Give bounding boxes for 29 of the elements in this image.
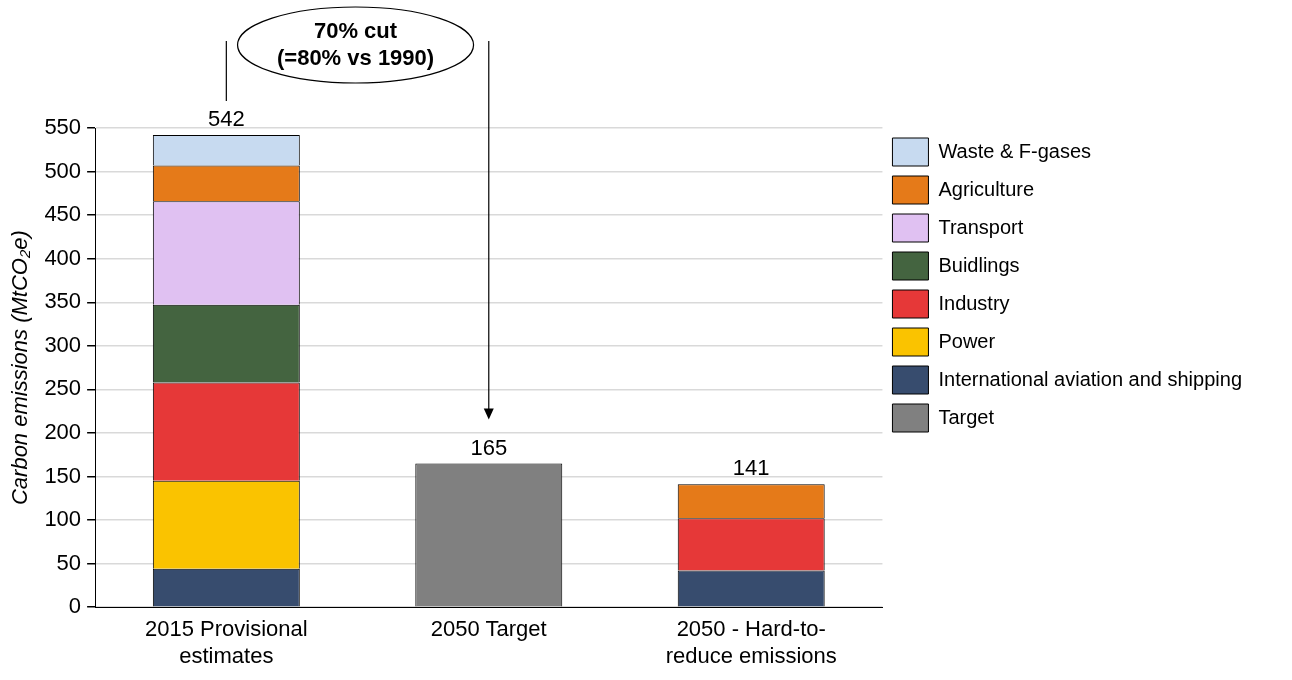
legend-label: Industry: [938, 291, 1010, 314]
y-tick-label: 100: [44, 506, 82, 532]
legend-label: International aviation and shipping: [938, 367, 1243, 390]
y-tick-label: 50: [56, 549, 82, 575]
y-tick-label: 350: [44, 288, 82, 314]
y-tick-label: 400: [44, 244, 82, 270]
total-label: 542: [207, 106, 245, 132]
x-tick-label: 2050 - Hard-to-reduce emissions: [665, 616, 837, 668]
y-tick-label: 250: [44, 375, 82, 401]
legend-label: Agriculture: [938, 177, 1035, 200]
y-tick-label: 0: [68, 593, 82, 619]
legend-label: Target: [938, 405, 995, 428]
y-tick-label: 200: [44, 419, 82, 445]
y-tick-label: 150: [44, 462, 82, 488]
y-tick-label: 450: [44, 201, 82, 227]
legend-label: Power: [938, 329, 996, 352]
x-tick-label: 2050 Target: [430, 616, 547, 642]
text: (=80% vs 1990): [276, 44, 435, 70]
total-label: 165: [470, 434, 508, 460]
text: 70% cut: [313, 17, 398, 43]
legend-label: Waste & F-gases: [938, 139, 1092, 162]
y-tick-label: 300: [44, 331, 82, 357]
x-tick-label: 2015 Provisional estimates: [144, 616, 308, 668]
total-label: 141: [732, 455, 770, 481]
legend-label: Transport: [938, 215, 1024, 238]
y-tick-label: 550: [44, 114, 82, 140]
y-tick-label: 500: [44, 157, 82, 183]
y-axis-title: Carbon emissions (MtCO₂e): [7, 230, 33, 506]
legend-label: Buidlings: [938, 253, 1020, 276]
